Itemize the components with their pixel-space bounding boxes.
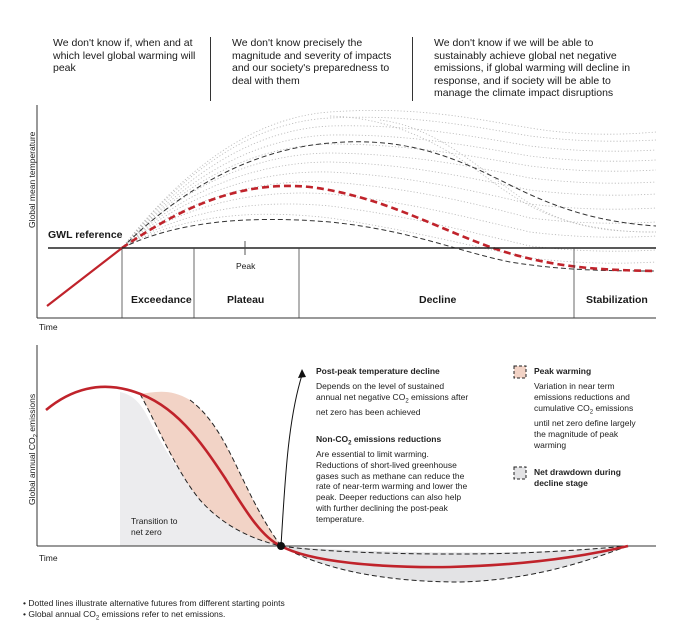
footnote-dotted-lines: • Dotted lines illustrate alternative fu… [23, 598, 285, 608]
nonco2-text: Are essential to limit warming. Reductio… [316, 449, 468, 524]
peak-label: Peak [236, 261, 256, 271]
header-impacts: We don't know precisely the magnitude an… [232, 37, 392, 87]
header-when-peak: We don't know if, when and at which leve… [53, 37, 196, 74]
bottom-y-axis-label: Global annual CO2 emissions [27, 393, 40, 505]
transition-area [120, 392, 281, 546]
drawdown-legend-title: Net drawdown during decline stage [534, 467, 621, 488]
bottom-dashed-envelope [139, 393, 629, 583]
main-warming-trajectory [121, 184, 657, 273]
phase-decline: Decline [419, 294, 457, 306]
header-divider-1 [210, 37, 211, 101]
phase-separators [121, 248, 575, 318]
historical-warming-line [46, 247, 123, 307]
header-divider-2 [412, 37, 413, 101]
dotted-alternative-futures [121, 110, 657, 264]
top-y-axis-label: Global mean temperature [27, 131, 37, 228]
post-peak-text: Depends on the level of sustained annual… [316, 381, 469, 418]
transition-label: Transition to net zero [131, 516, 178, 537]
peak-warming-band [140, 391, 281, 546]
black-dashed-envelope [121, 141, 657, 272]
phase-stabilization: Stabilization [586, 294, 648, 306]
annotation-arrow [280, 374, 303, 547]
gwl-reference-label: GWL reference [48, 229, 123, 241]
post-peak-title: Post-peak temperature decline [316, 366, 440, 376]
emissions-trajectory [45, 385, 629, 569]
top-x-axis-label: Time [39, 322, 58, 332]
phase-plateau: Plateau [227, 294, 265, 306]
nonco2-title: Non-CO2 emissions reductions [316, 434, 442, 447]
header-net-negative: We don't know if we will be able to sust… [434, 37, 631, 99]
peak-warming-swatch [513, 365, 527, 379]
drawdown-swatch [513, 466, 527, 480]
bottom-x-axis-label: Time [39, 553, 58, 563]
peak-warming-legend-title: Peak warming [534, 366, 592, 376]
footnote-net-emissions: • Global annual CO2 emissions refer to n… [23, 609, 226, 622]
peak-warming-legend-text: Variation in near term emissions reducti… [534, 381, 636, 450]
annotation-arrowhead [298, 369, 306, 378]
drawdown-band [281, 546, 628, 582]
phase-exceedance: Exceedance [131, 294, 192, 306]
